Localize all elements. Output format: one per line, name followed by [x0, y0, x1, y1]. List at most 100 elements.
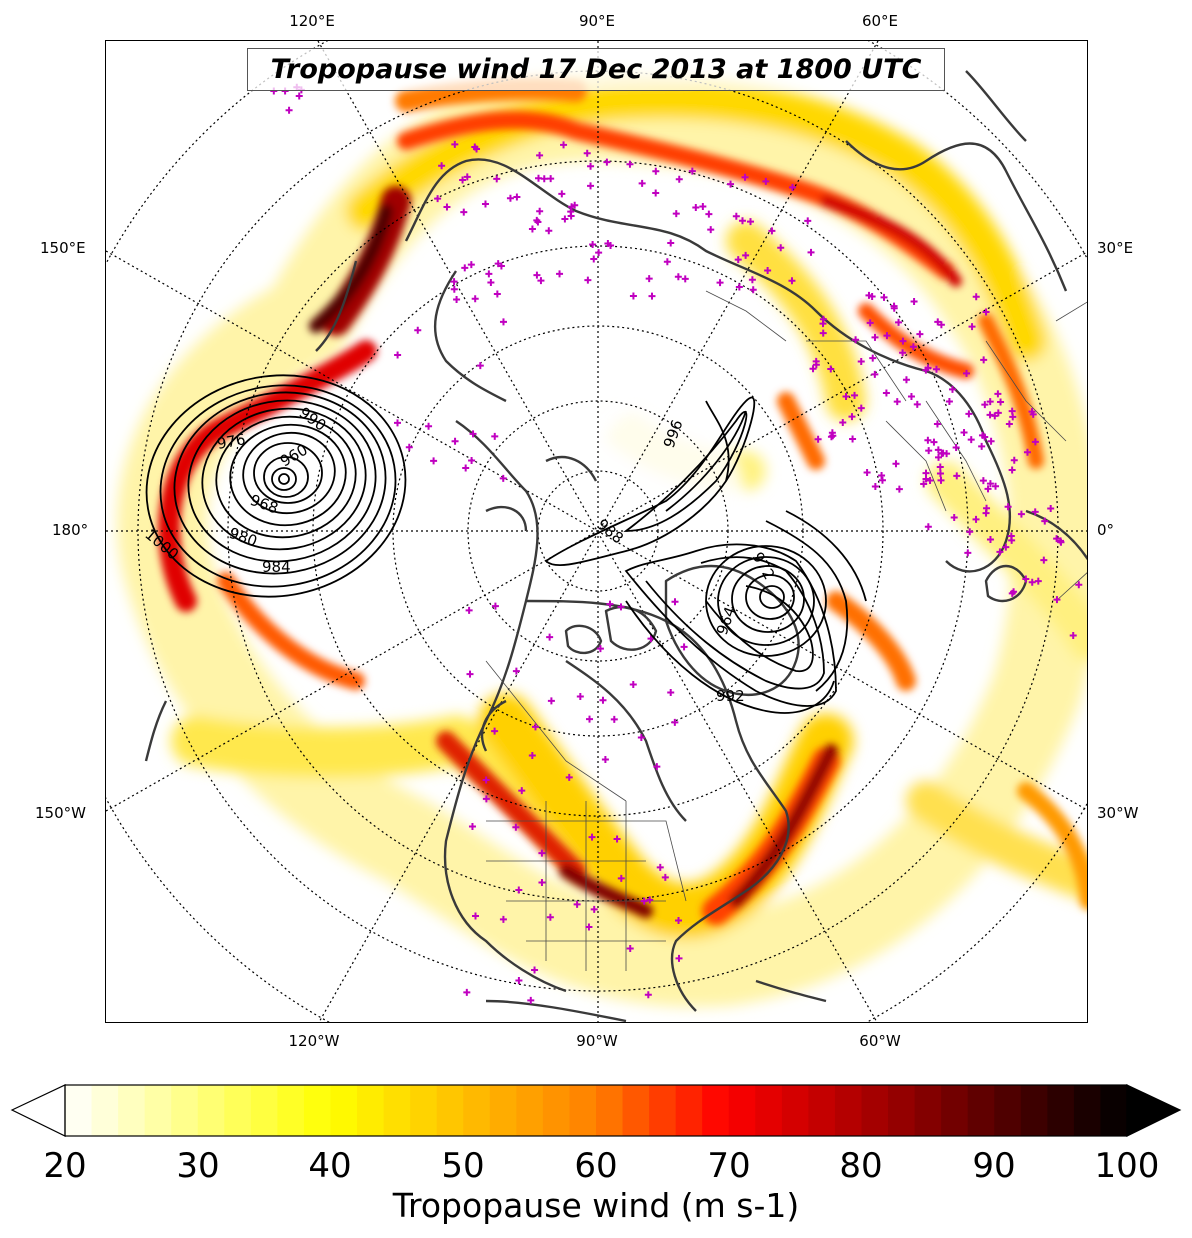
station-marker — [499, 915, 507, 923]
station-marker — [922, 475, 930, 483]
station-marker — [533, 216, 541, 224]
colorbar-cell — [277, 1085, 305, 1136]
colorbar-cell — [118, 1085, 146, 1136]
station-marker — [930, 438, 938, 446]
station-marker — [937, 321, 945, 329]
station-marker — [933, 420, 941, 428]
station-marker — [617, 874, 625, 882]
colorbar-cell — [357, 1085, 385, 1136]
station-marker — [438, 162, 446, 170]
station-marker — [461, 264, 469, 272]
station-marker — [648, 292, 656, 300]
lon-label-right-0: 0° — [1097, 521, 1115, 539]
station-marker — [493, 175, 501, 183]
station-marker — [558, 190, 566, 198]
colorbar-cell — [410, 1085, 438, 1136]
station-marker — [617, 603, 625, 611]
colorbar-tick-20: 20 — [43, 1146, 87, 1186]
station-marker — [871, 333, 879, 341]
station-marker — [663, 258, 671, 266]
station-marker — [285, 106, 293, 114]
station-marker — [482, 776, 490, 784]
station-marker — [1053, 535, 1061, 543]
station-marker — [732, 212, 740, 220]
station-marker — [1023, 448, 1031, 456]
station-marker — [513, 193, 521, 201]
station-marker — [675, 175, 683, 183]
station-marker — [1005, 420, 1013, 428]
station-marker — [487, 278, 495, 286]
station-marker — [863, 469, 871, 477]
station-marker — [945, 397, 953, 405]
station-marker — [707, 226, 715, 234]
colorbar-cell — [65, 1085, 93, 1136]
station-marker — [485, 270, 493, 278]
station-marker — [626, 160, 634, 168]
station-marker — [583, 149, 591, 157]
lon-label-top-60e: 60°E — [861, 12, 899, 30]
station-marker — [699, 203, 707, 211]
station-marker — [590, 255, 598, 263]
station-marker — [587, 182, 595, 190]
station-marker — [935, 453, 943, 461]
station-marker — [536, 151, 544, 159]
station-marker — [899, 337, 907, 345]
station-marker — [966, 528, 974, 536]
colorbar-cell — [914, 1085, 942, 1136]
station-marker — [981, 433, 989, 441]
station-marker — [734, 256, 742, 264]
station-marker — [460, 208, 468, 216]
station-marker — [515, 886, 523, 894]
station-marker — [968, 323, 976, 331]
station-marker — [468, 457, 476, 465]
station-marker — [425, 422, 433, 430]
station-marker — [652, 189, 660, 197]
colorbar — [0, 1080, 1192, 1140]
station-marker — [465, 606, 473, 614]
station-marker — [1017, 510, 1025, 518]
colorbar-canvas — [10, 1084, 1182, 1137]
station-marker — [491, 432, 499, 440]
colorbar-cell — [675, 1085, 703, 1136]
station-marker — [518, 787, 526, 795]
station-marker — [920, 480, 928, 488]
station-marker — [512, 667, 520, 675]
station-marker — [1057, 538, 1065, 546]
station-marker — [573, 900, 581, 908]
colorbar-cell — [649, 1085, 677, 1136]
station-marker — [788, 277, 796, 285]
station-marker — [565, 773, 573, 781]
colorbar-tick-40: 40 — [308, 1146, 352, 1186]
colorbar-cell — [383, 1085, 411, 1136]
station-marker — [1008, 407, 1016, 415]
station-marker — [978, 442, 986, 450]
lon-label-bottom-60w: 60°W — [859, 1032, 901, 1050]
station-marker — [1002, 543, 1010, 551]
station-marker — [924, 436, 932, 444]
station-marker — [842, 393, 850, 401]
colorbar-cell — [516, 1085, 544, 1136]
station-marker — [742, 251, 750, 259]
station-marker — [987, 437, 995, 445]
station-marker — [991, 412, 999, 420]
station-marker — [992, 482, 1000, 490]
station-marker — [994, 409, 1002, 417]
station-marker — [777, 244, 785, 252]
station-marker — [899, 349, 907, 357]
station-marker — [936, 463, 944, 471]
station-marker — [692, 203, 700, 211]
station-marker — [527, 996, 535, 1004]
colorbar-cell — [781, 1085, 809, 1136]
station-marker — [972, 293, 980, 301]
station-marker — [735, 283, 743, 291]
station-marker — [890, 304, 898, 312]
station-marker — [629, 681, 637, 689]
station-marker — [536, 207, 544, 215]
station-marker — [839, 419, 847, 427]
colorbar-cell — [91, 1085, 119, 1136]
station-marker — [1040, 556, 1048, 564]
station-marker — [466, 670, 474, 678]
colorbar-cell — [197, 1085, 225, 1136]
station-marker — [986, 398, 994, 406]
station-marker — [499, 318, 507, 326]
